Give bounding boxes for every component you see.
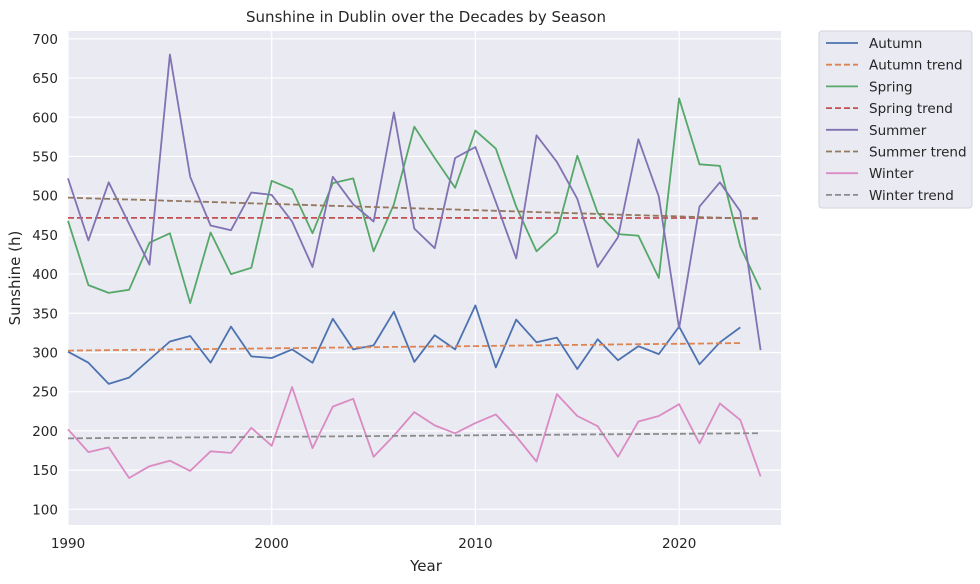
series-lines [67,53,762,479]
y-tick-label: 150 [32,463,58,479]
x-tick-label: 1990 [51,536,85,552]
y-tick-label: 200 [32,424,58,440]
legend-label-autumn: Autumn [869,36,922,52]
y-tick-label: 650 [32,71,58,87]
x-tick-label: 2000 [255,536,289,552]
legend-label-summer: Summer [869,123,927,139]
y-axis-label: Sunshine (h) [6,231,24,326]
series-line-autumn [67,304,741,385]
series-line-autumn-trend [67,342,741,352]
x-tick-labels: 1990 2000 2010 2020 [51,536,697,552]
legend-box [818,30,973,209]
y-tick-label: 600 [32,110,58,126]
plot-area [68,31,781,525]
y-tick-label: 350 [32,306,58,322]
y-tick-labels: 100 150 200 250 300 350 400 450 500 550 600 650 700 [32,32,58,518]
series-line-winter-trend [67,432,761,440]
legend-label-spring: Spring [869,79,913,95]
legend-label-spring-trend: Spring trend [869,101,953,117]
y-tick-label: 400 [32,267,58,283]
x-axis-label: Year [409,557,443,575]
legend-label-winter: Winter [869,166,914,182]
x-tick-label: 2020 [662,536,696,552]
legend-label-autumn-trend: Autumn trend [869,58,963,74]
series-line-winter [67,386,762,479]
y-tick-label: 450 [32,228,58,244]
y-tick-label: 300 [32,345,58,361]
legend-label-winter-trend: Winter trend [869,188,954,204]
y-tick-label: 700 [32,32,58,48]
y-tick-label: 100 [32,502,58,518]
y-tick-label: 550 [32,149,58,165]
y-tick-label: 500 [32,189,58,205]
chart-title: Sunshine in Dublin over the Decades by S… [246,8,606,26]
series-line-summer-trend [67,196,761,220]
series-line-spring [67,97,762,304]
legend: Autumn Autumn trend Spring Spring trend Summ… [818,30,973,209]
legend-label-summer-trend: Summer trend [869,145,967,161]
series-line-summer [67,53,762,351]
y-tick-label: 250 [32,385,58,401]
x-tick-label: 2010 [458,536,492,552]
grid-lines [67,31,781,525]
